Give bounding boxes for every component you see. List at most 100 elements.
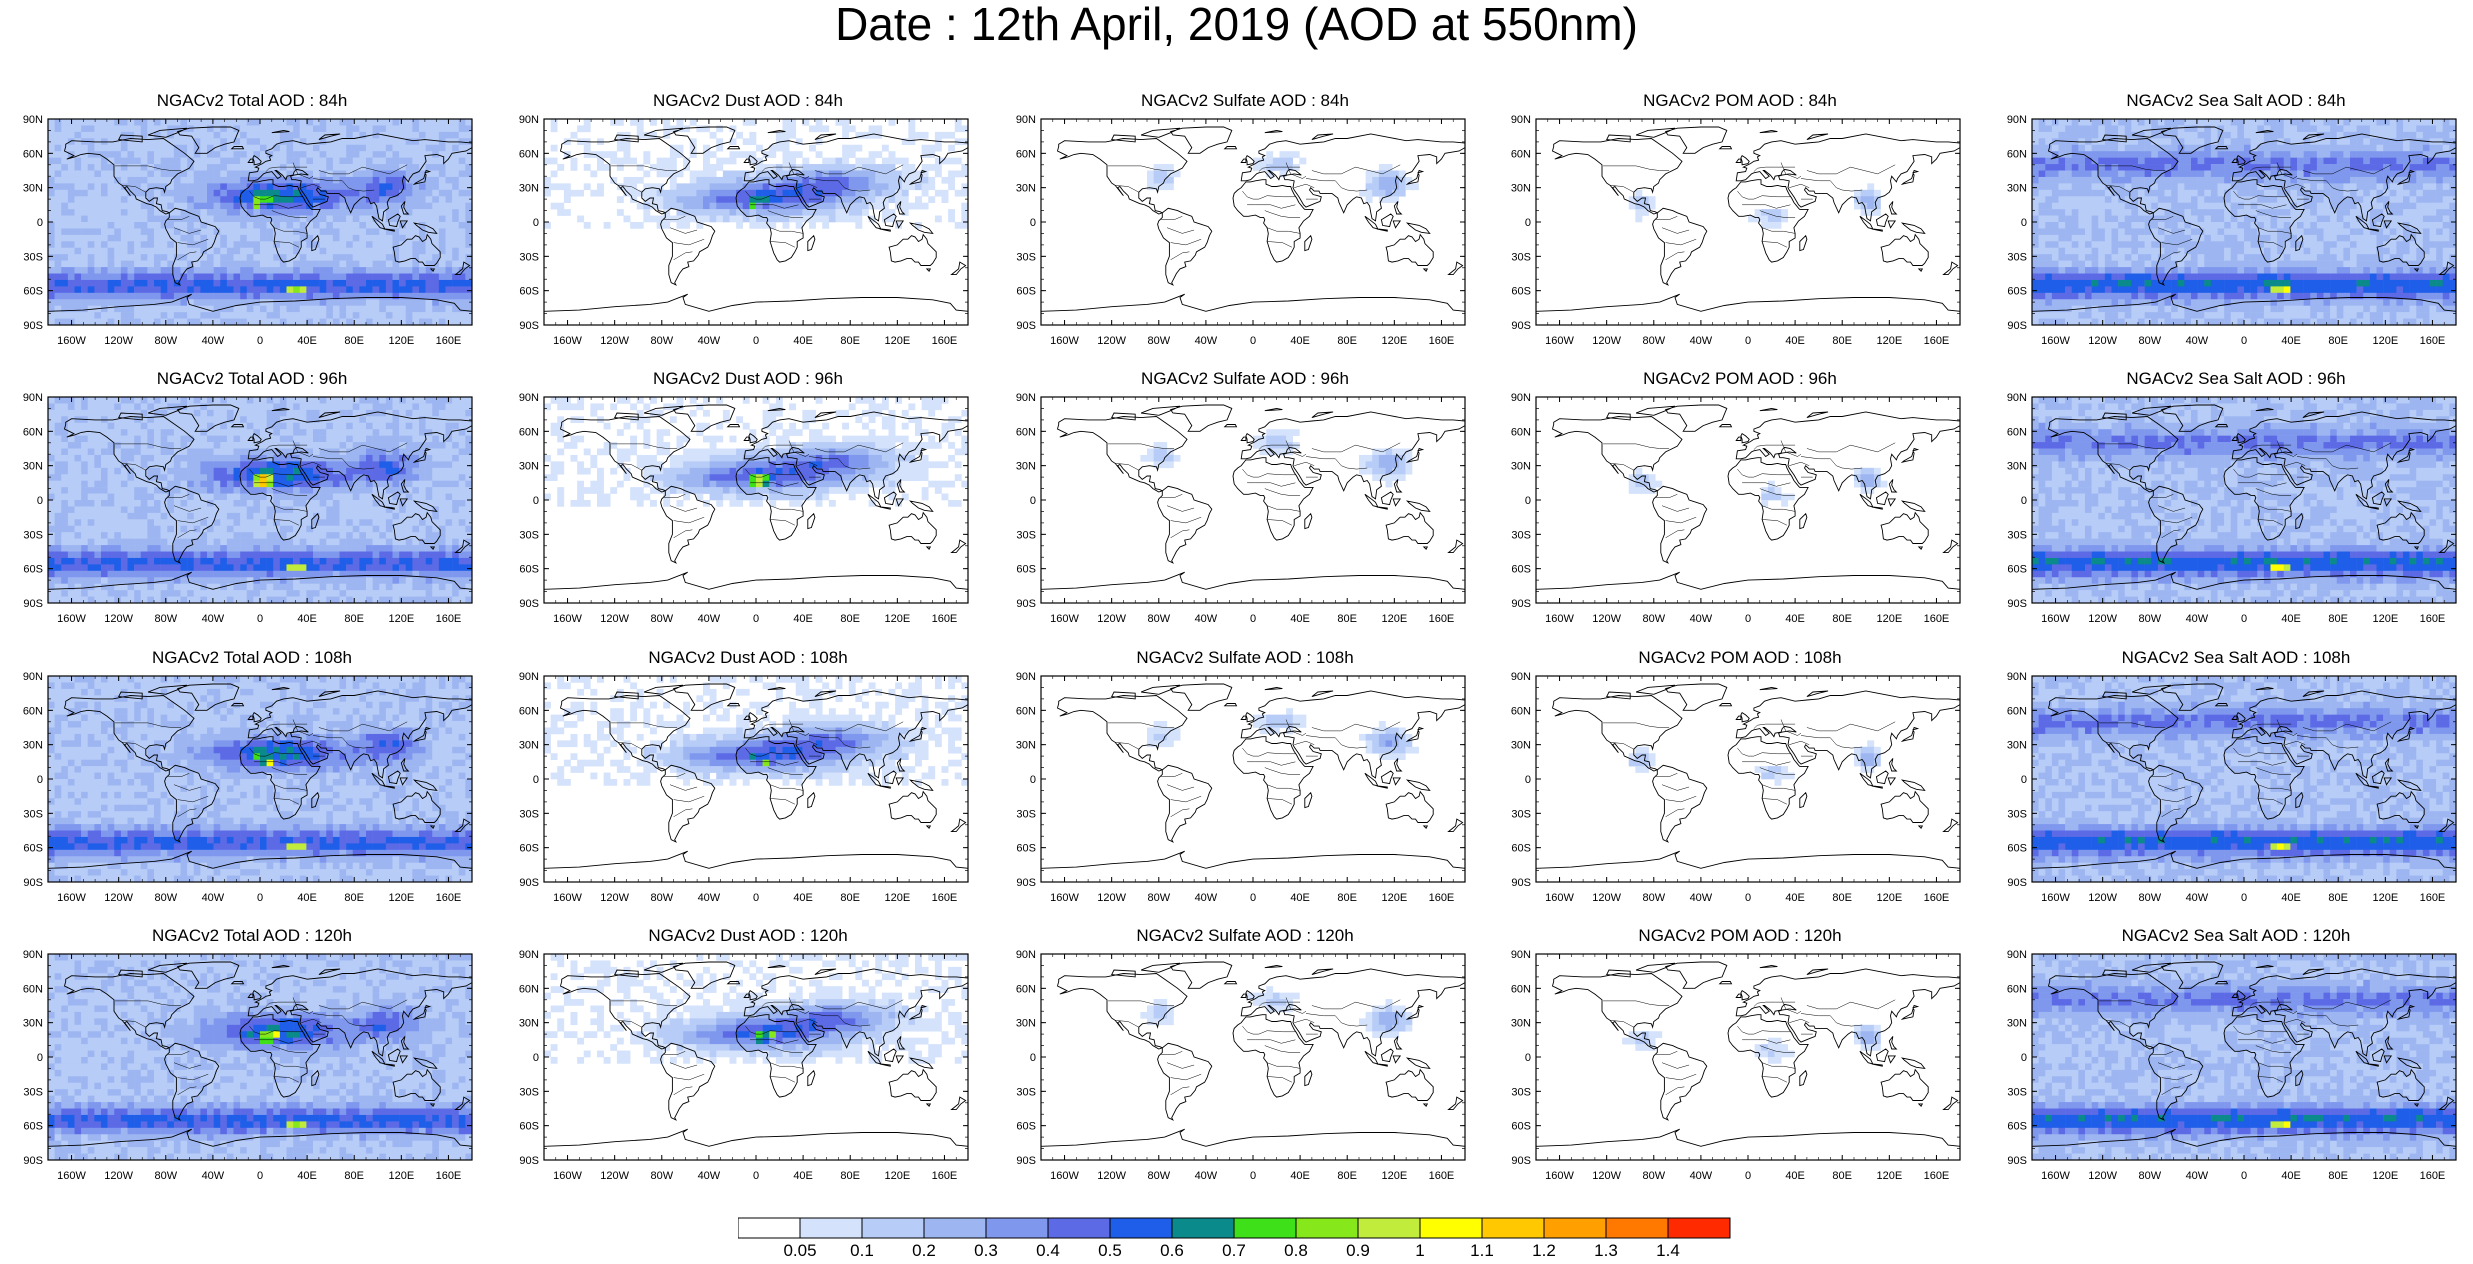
colorbar-swatch: [800, 1218, 862, 1238]
lon-tick-label: 160E: [1924, 892, 1950, 904]
lon-tick-label: 120E: [388, 613, 414, 625]
lat-tick-label: 60N: [519, 705, 539, 717]
lat-tick-label: 30N: [1511, 461, 1531, 473]
lon-tick-label: 80E: [1337, 613, 1357, 625]
lon-tick-label: 80W: [1147, 613, 1170, 625]
lat-tick-label: 30S: [1511, 251, 1531, 263]
lon-tick-label: 80W: [154, 613, 177, 625]
panel-title: NGACv2 Total AOD : 120h: [12, 925, 492, 947]
lat-tick-label: 90S: [1016, 877, 1036, 889]
lat-tick-label: 60N: [1016, 426, 1036, 438]
colorbar-label: 1.3: [1594, 1241, 1618, 1259]
lon-tick-label: 160W: [2041, 335, 2070, 347]
lon-tick-label: 80E: [840, 892, 860, 904]
colorbar-swatch: [1606, 1218, 1668, 1238]
lat-tick-label: 0: [2021, 1052, 2027, 1064]
lon-tick-label: 0: [257, 892, 263, 904]
panel-title: NGACv2 Sea Salt AOD : 84h: [1996, 90, 2473, 112]
lon-tick-label: 160W: [1050, 613, 1079, 625]
lon-tick-label: 120E: [1381, 613, 1407, 625]
lon-tick-label: 80W: [650, 1170, 673, 1182]
lon-tick-label: 80W: [2138, 335, 2161, 347]
lon-tick-label: 120E: [2372, 335, 2398, 347]
lat-tick-label: 60N: [23, 705, 43, 717]
lon-tick-label: 0: [753, 892, 759, 904]
lon-tick-label: 160W: [1545, 613, 1574, 625]
lon-tick-label: 40W: [202, 1170, 225, 1182]
lon-tick-label: 120E: [884, 613, 910, 625]
lon-tick-label: 120W: [104, 892, 133, 904]
lat-tick-label: 60N: [23, 148, 43, 160]
lat-tick-label: 90N: [23, 671, 43, 683]
lon-tick-label: 160W: [553, 335, 582, 347]
lon-tick-label: 80W: [650, 892, 673, 904]
lon-tick-label: 160W: [2041, 613, 2070, 625]
lon-tick-label: 80W: [154, 335, 177, 347]
aod-field: [48, 397, 472, 603]
coastlines: [1536, 127, 1960, 325]
lon-tick-label: 160E: [1924, 1170, 1950, 1182]
colorbar-label: 0.4: [1036, 1241, 1060, 1259]
lat-tick-label: 30N: [519, 461, 539, 473]
lat-tick-label: 60N: [1016, 148, 1036, 160]
coastlines: [1536, 962, 1960, 1160]
lon-tick-label: 40W: [698, 613, 721, 625]
lon-tick-label: 160E: [1924, 335, 1950, 347]
lat-tick-label: 30S: [2007, 1086, 2027, 1098]
lon-tick-label: 120E: [2372, 892, 2398, 904]
lat-tick-label: 60N: [1511, 705, 1531, 717]
lat-tick-label: 90N: [2007, 949, 2027, 961]
lon-tick-label: 120E: [884, 335, 910, 347]
lon-tick-label: 80W: [1642, 613, 1665, 625]
lat-tick-label: 90S: [2007, 320, 2027, 332]
lon-tick-label: 40E: [793, 335, 813, 347]
lat-tick-label: 60N: [519, 983, 539, 995]
lat-tick-label: 60S: [1511, 843, 1531, 855]
lon-tick-label: 80W: [1147, 892, 1170, 904]
panel-title: NGACv2 Sulfate AOD : 96h: [1005, 368, 1485, 390]
lat-tick-label: 0: [1030, 1052, 1036, 1064]
aod-field: [544, 119, 968, 229]
lat-tick-label: 60S: [2007, 564, 2027, 576]
lon-tick-label: 120E: [388, 335, 414, 347]
lon-tick-label: 0: [257, 613, 263, 625]
lon-tick-label: 0: [1250, 335, 1256, 347]
lon-tick-label: 40E: [1785, 1170, 1805, 1182]
colorbar-label: 0.05: [783, 1241, 816, 1259]
lat-tick-label: 90N: [2007, 114, 2027, 126]
lon-tick-label: 120E: [884, 1170, 910, 1182]
lon-tick-label: 120W: [104, 335, 133, 347]
lon-tick-label: 80E: [2328, 892, 2348, 904]
colorbar-swatch: [1420, 1218, 1482, 1238]
lat-tick-label: 30S: [519, 808, 539, 820]
lon-tick-label: 80W: [1642, 892, 1665, 904]
lat-tick-label: 60S: [1016, 843, 1036, 855]
aod-field: [544, 676, 968, 786]
coastlines: [1536, 405, 1960, 603]
lat-tick-label: 0: [1525, 217, 1531, 229]
lat-tick-label: 90N: [23, 949, 43, 961]
lat-tick-label: 60N: [2007, 983, 2027, 995]
lat-tick-label: 30S: [1511, 808, 1531, 820]
lat-tick-label: 60S: [1016, 1121, 1036, 1133]
lon-tick-label: 80E: [1337, 335, 1357, 347]
lon-tick-label: 120E: [2372, 613, 2398, 625]
lat-tick-label: 0: [1525, 495, 1531, 507]
lon-tick-label: 40W: [1195, 335, 1218, 347]
lat-tick-label: 0: [533, 495, 539, 507]
map-frame: [1041, 397, 1465, 603]
lon-tick-label: 40E: [1785, 892, 1805, 904]
lon-tick-label: 120E: [1381, 335, 1407, 347]
lon-tick-label: 80W: [650, 335, 673, 347]
lat-tick-label: 30S: [519, 1086, 539, 1098]
